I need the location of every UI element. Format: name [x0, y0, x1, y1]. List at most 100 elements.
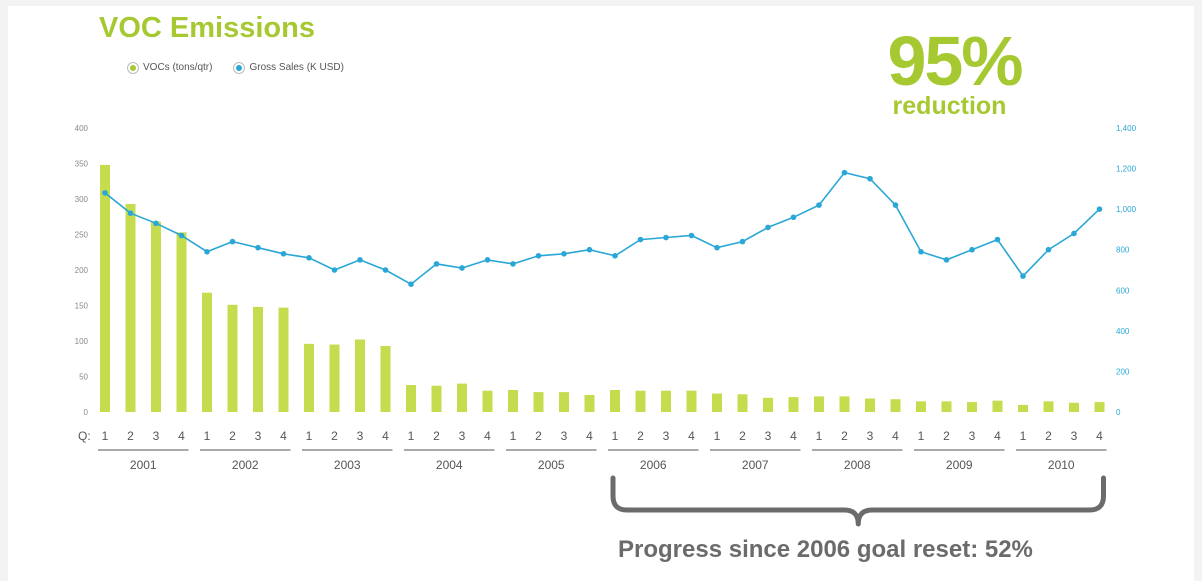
- quarter-tick-label: 1: [306, 429, 313, 443]
- voc-bar: [763, 397, 773, 412]
- voc-bar: [151, 221, 161, 412]
- voc-bar: [253, 306, 263, 412]
- quarter-tick-label: 1: [102, 429, 109, 443]
- quarter-tick-label: 2: [229, 429, 236, 443]
- right-axis-tick-label: 400: [1116, 327, 1130, 336]
- voc-bar: [686, 390, 697, 412]
- quarter-tick-label: 3: [153, 429, 160, 443]
- quarter-tick-label: 1: [816, 429, 823, 443]
- gross-sales-point: [127, 210, 134, 216]
- left-axis-tick-label: 200: [75, 266, 89, 275]
- gross-sales-line: [104, 171, 1101, 286]
- voc-bar: [559, 392, 569, 412]
- voc-bar: [125, 203, 136, 412]
- gross-sales-point: [357, 257, 363, 263]
- gross-sales-point: [663, 234, 669, 241]
- left-axis-tick-label: 350: [75, 160, 89, 169]
- gross-sales-point: [816, 202, 822, 208]
- quarter-tick-label: 2: [1045, 429, 1052, 443]
- quarter-tick-label: 2: [535, 429, 542, 443]
- gross-sales-point: [688, 232, 695, 239]
- voc-bar: [431, 385, 442, 412]
- voc-bar: [278, 307, 289, 412]
- voc-bar: [533, 392, 544, 412]
- left-axis-tick-label: 0: [84, 408, 89, 417]
- goal-reset-brace: [610, 475, 1106, 527]
- left-axis-tick-label: 100: [75, 337, 89, 346]
- quarter-tick-label: 2: [127, 429, 134, 443]
- right-axis-tick-label: 0: [1116, 408, 1121, 417]
- year-label: 2008: [844, 458, 871, 472]
- reduction-percent: 95%: [887, 22, 1023, 100]
- gross-sales-point: [306, 255, 312, 261]
- gross-sales-point: [714, 244, 720, 251]
- quarter-tick-label: 4: [178, 429, 185, 443]
- gross-sales-point: [484, 257, 491, 263]
- voc-bar: [1069, 402, 1079, 412]
- year-label: 2007: [742, 458, 769, 472]
- gross-sales-point: [867, 175, 873, 182]
- left-axis-tick-label: 300: [75, 195, 89, 204]
- quarter-tick-label: 1: [204, 429, 211, 443]
- quarter-tick-label: 4: [994, 429, 1001, 443]
- gross-sales-point: [561, 250, 567, 257]
- quarter-tick-label: 3: [867, 429, 874, 443]
- voc-bar: [304, 343, 314, 412]
- voc-bar: [329, 344, 340, 412]
- gross-sales-point: [153, 220, 159, 227]
- gross-sales-point: [969, 246, 975, 253]
- quarter-tick-label: 3: [561, 429, 568, 443]
- year-label: 2004: [436, 458, 463, 472]
- gross-sales-point: [1071, 230, 1077, 237]
- quarter-tick-label: 4: [280, 429, 287, 443]
- voc-bar: [992, 400, 1003, 412]
- legend: VOCs (tons/qtr) Gross Sales (K USD): [128, 62, 344, 73]
- quarter-tick-label: 1: [612, 429, 619, 443]
- year-label: 2006: [640, 458, 667, 472]
- gross-sales-point: [1096, 206, 1103, 212]
- year-label: 2003: [334, 458, 361, 472]
- gross-sales-point: [459, 265, 465, 271]
- quarter-tick-label: 4: [688, 429, 695, 443]
- voc-bar: [176, 232, 187, 412]
- quarter-tick-label: 4: [790, 429, 797, 443]
- gross-sales-point: [1045, 246, 1052, 253]
- left-axis-tick-label: 50: [79, 373, 88, 382]
- voc-bar: [967, 402, 977, 412]
- voc-bar: [1094, 402, 1105, 412]
- reduction-label: reduction: [892, 92, 1007, 120]
- left-axis-tick-label: 400: [75, 124, 89, 133]
- gross-sales-point: [943, 257, 950, 263]
- right-axis-tick-label: 800: [1116, 246, 1130, 255]
- voc-bar: [814, 396, 824, 412]
- quarter-tick-label: 2: [433, 429, 440, 443]
- quarter-tick-label: 1: [918, 429, 925, 443]
- voc-bar: [737, 394, 748, 412]
- quarter-tick-label: 4: [1096, 429, 1103, 443]
- legend-item-sales: Gross Sales (K USD): [234, 62, 344, 73]
- gross-sales-point: [510, 261, 516, 267]
- voc-bar: [584, 394, 595, 412]
- quarter-tick-label: 3: [663, 429, 670, 443]
- quarter-tick-label: 4: [382, 429, 389, 443]
- quarter-tick-label: 3: [1071, 429, 1078, 443]
- voc-bar: [712, 393, 722, 412]
- voc-bar: [355, 339, 365, 412]
- quarter-tick-label: 1: [408, 429, 415, 443]
- quarter-tick-label: 2: [739, 429, 746, 443]
- gross-sales-point: [637, 236, 644, 243]
- sales-legend-dot-icon: [234, 62, 245, 73]
- voc-bar: [661, 390, 671, 412]
- voc-bar: [457, 383, 467, 412]
- gross-sales-point: [1020, 273, 1026, 279]
- quarter-tick-label: 2: [637, 429, 644, 443]
- voc-bar: [1018, 404, 1028, 412]
- gross-sales-point: [229, 238, 236, 245]
- gross-sales-point: [255, 244, 261, 251]
- gross-sales-point: [331, 267, 338, 273]
- gross-sales-point: [204, 248, 210, 255]
- voc-bar: [508, 389, 518, 412]
- right-axis-tick-label: 600: [1116, 286, 1130, 295]
- gross-sales-point: [102, 190, 108, 196]
